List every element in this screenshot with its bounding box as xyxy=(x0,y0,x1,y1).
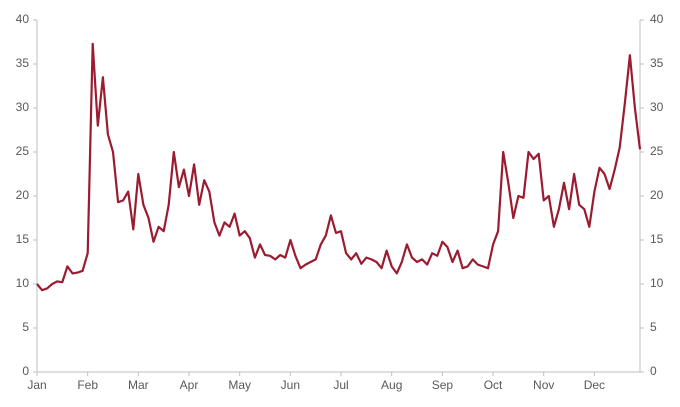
x-tick-label: Dec xyxy=(584,378,605,392)
y-tick-label: 5 xyxy=(22,320,29,334)
x-tick-label: Aug xyxy=(381,378,402,392)
y-tick-label: 20 xyxy=(16,188,30,202)
x-tick-label: Apr xyxy=(180,378,199,392)
y2-tick-label: 10 xyxy=(650,276,664,290)
x-tick-label: Jun xyxy=(281,378,300,392)
x-tick-label: Sep xyxy=(432,378,454,392)
x-tick-label: Nov xyxy=(533,378,554,392)
y-tick-label: 15 xyxy=(16,232,30,246)
x-tick-label: Oct xyxy=(484,378,503,392)
y2-tick-label: 30 xyxy=(650,100,664,114)
y-tick-label: 10 xyxy=(16,276,30,290)
x-tick-label: Jan xyxy=(27,378,46,392)
x-tick-label: Jul xyxy=(333,378,348,392)
y-tick-label: 35 xyxy=(16,56,30,70)
y2-tick-label: 15 xyxy=(650,232,664,246)
x-tick-label: Mar xyxy=(128,378,149,392)
x-tick-label: May xyxy=(228,378,251,392)
y2-tick-label: 40 xyxy=(650,12,664,26)
y-tick-label: 40 xyxy=(16,12,30,26)
data-line xyxy=(36,42,642,292)
y2-tick-label: 5 xyxy=(650,320,657,334)
x-tick-label: Feb xyxy=(77,378,98,392)
y-tick-label: 30 xyxy=(16,100,30,114)
y2-tick-label: 35 xyxy=(650,56,664,70)
y2-tick-label: 20 xyxy=(650,188,664,202)
y-tick-label: 0 xyxy=(22,364,29,378)
y2-tick-label: 25 xyxy=(650,144,664,158)
y-tick-label: 25 xyxy=(16,144,30,158)
y2-tick-label: 0 xyxy=(650,364,657,378)
